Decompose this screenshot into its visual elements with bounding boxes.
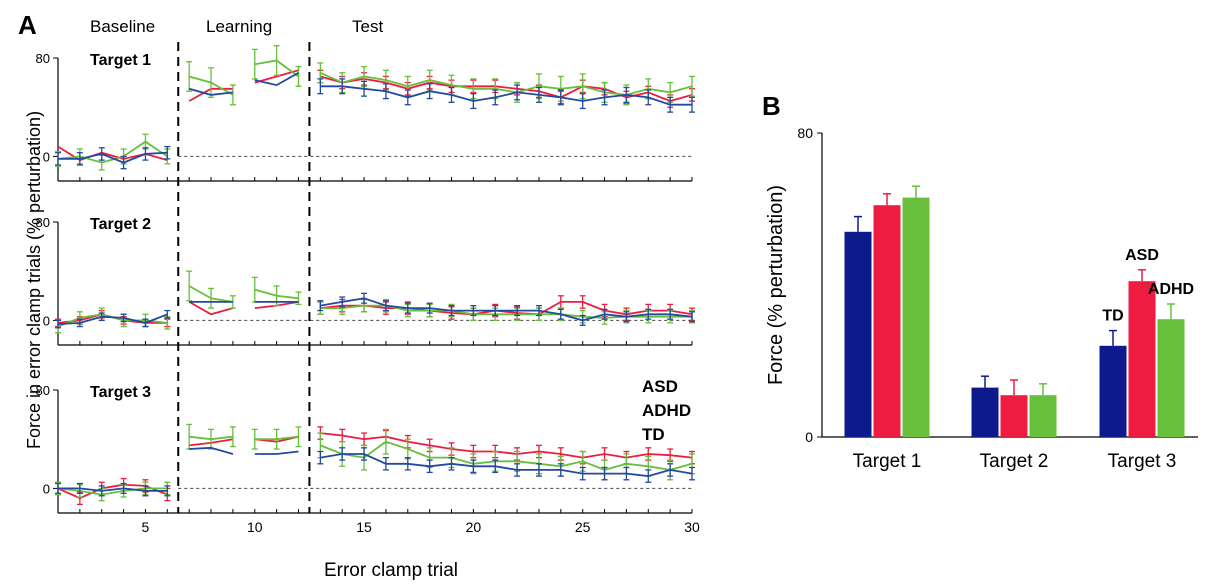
- y-tick-label: 0: [43, 481, 50, 496]
- x-tick-label: 5: [142, 519, 150, 535]
- series-td: [55, 446, 695, 497]
- series-line: [189, 446, 234, 455]
- series-td: [55, 292, 695, 329]
- subplot-1: 0 80 Target 1: [36, 45, 695, 182]
- x-tick-label: 20: [466, 519, 482, 535]
- legend-asd: ASD: [642, 377, 678, 396]
- series-line: [58, 487, 168, 492]
- series-line: [57, 483, 168, 500]
- series-line: [254, 450, 299, 455]
- subplot-title: Target 1: [90, 52, 151, 69]
- category-label: Target 3: [1108, 451, 1177, 472]
- series-line: [58, 151, 168, 164]
- series-adhd: [55, 423, 695, 502]
- bar-annotation-td: TD: [1102, 308, 1123, 325]
- series-line: [320, 453, 693, 478]
- series-line: [319, 440, 693, 471]
- subplot-title: Target 3: [90, 384, 151, 401]
- series-line: [254, 69, 299, 84]
- series-line: [320, 300, 693, 316]
- bar-annotation-adhd: ADHD: [1148, 281, 1194, 298]
- series-line: [57, 487, 168, 496]
- series-line: [57, 140, 168, 164]
- x-tick-label: 25: [575, 519, 591, 535]
- series-line: [320, 297, 693, 322]
- phase-label-test: Test: [352, 17, 383, 36]
- y-tick-label: 80: [36, 51, 50, 66]
- x-tick-label: 15: [356, 519, 372, 535]
- panel-a-label: A: [18, 10, 37, 40]
- subplot-3: 0 80 5 10 15 20 25 30 Target 3: [36, 383, 700, 535]
- panel-b-bar-chart: 0 80 Target 1 Target 2 TD ASD ADHD Target 3: [797, 125, 1198, 472]
- panel-b-label: B: [762, 91, 781, 121]
- y-tick-label: 80: [36, 383, 50, 398]
- subplot-2: 0 80 Target 2: [36, 215, 695, 346]
- y-tick-label: 0: [805, 429, 813, 445]
- bar-td: [1099, 345, 1127, 437]
- bar-adhd: [1029, 395, 1057, 437]
- x-tick-label: 10: [247, 519, 263, 535]
- legend-adhd: ADHD: [642, 401, 691, 420]
- panel-b-ylabel: Force (% perturbation): [765, 185, 787, 385]
- legend-td: TD: [642, 425, 665, 444]
- bar-asd: [1128, 281, 1156, 437]
- series-asd: [55, 426, 695, 506]
- bar-adhd: [1157, 319, 1185, 437]
- series-line: [188, 301, 234, 316]
- panel-a-plots: 0 80 Target 1 0 80 Target 2 0 80 5 10 15 20 25 30 Targ…: [36, 42, 700, 535]
- series-line: [320, 432, 693, 459]
- bar-td: [844, 231, 872, 437]
- series-line: [320, 75, 693, 102]
- series-line: [320, 85, 692, 106]
- series-line: [319, 71, 693, 96]
- y-tick-label: 0: [43, 149, 50, 164]
- y-tick-label: 80: [797, 125, 813, 141]
- bar-annotation-asd: ASD: [1125, 247, 1159, 264]
- x-tick-label: 30: [684, 519, 700, 535]
- bar-asd: [873, 205, 901, 437]
- phase-label-baseline: Baseline: [90, 17, 155, 36]
- series-line: [188, 87, 234, 96]
- panel-a-xlabel: Error clamp trial: [324, 560, 458, 581]
- y-tick-label: 0: [43, 313, 50, 328]
- category-label: Target 1: [853, 451, 922, 472]
- panel-a-ylabel: Force in error clamp trials (% perturbat…: [24, 111, 44, 449]
- bar-td: [971, 387, 999, 437]
- series-td: [55, 72, 695, 170]
- series-line: [254, 72, 299, 87]
- series-line: [57, 145, 168, 162]
- series-line: [57, 313, 168, 325]
- bar-asd: [1000, 395, 1028, 437]
- y-tick-label: 80: [36, 215, 50, 230]
- category-label: Target 2: [980, 451, 1049, 472]
- phase-label-learning: Learning: [206, 17, 272, 36]
- subplot-title: Target 2: [90, 216, 151, 233]
- bar-adhd: [902, 197, 930, 437]
